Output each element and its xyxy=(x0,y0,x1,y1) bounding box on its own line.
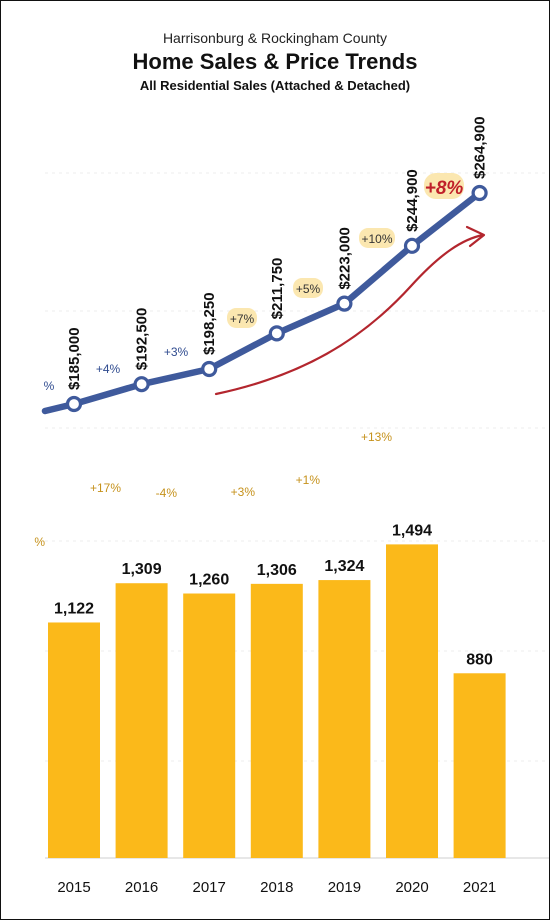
trend-arrow xyxy=(214,225,486,396)
price-change-label: +5% xyxy=(296,282,321,296)
sales-value-label: 1,324 xyxy=(324,558,364,575)
x-tick-label: 2020 xyxy=(395,879,428,896)
price-point-2019 xyxy=(336,295,353,312)
sales-bar-2015 xyxy=(48,622,100,858)
trend-arrow-head xyxy=(465,225,486,248)
price-value-label: $223,000 xyxy=(336,227,353,290)
sales-bar-2021 xyxy=(453,673,506,858)
price-point-2021 xyxy=(471,184,488,202)
chart-labels: 1,122 1,309 1,260 1,306 1,324 1,494 880% +17% -4… xyxy=(34,116,493,668)
x-tick-label: 2018 xyxy=(260,879,293,896)
price-point-2017 xyxy=(201,360,218,378)
sales-bars xyxy=(48,544,506,858)
price-change-label: +7% xyxy=(230,312,255,326)
sales-value-label: 880 xyxy=(466,651,493,668)
price-value-label: $244,900 xyxy=(404,169,421,232)
sales-change-label: +13% xyxy=(361,430,392,444)
price-point-2016 xyxy=(133,376,150,393)
x-tick-label: 2015 xyxy=(57,879,90,896)
sales-bar-2020 xyxy=(386,544,438,858)
change-highlight-blob xyxy=(424,173,464,199)
sales-bar-2017 xyxy=(183,593,236,858)
change-highlight-blob xyxy=(293,278,323,298)
price-value-label: $185,000 xyxy=(66,327,83,390)
sales-bar-2016 xyxy=(115,583,168,858)
chart-subtitle: All Residential Sales (Attached & Detach… xyxy=(139,78,411,93)
change-highlight-blob xyxy=(227,308,257,328)
price-point-2018 xyxy=(268,325,285,342)
sales-value-label: 1,494 xyxy=(392,522,432,539)
price-value-label: $192,500 xyxy=(134,308,151,371)
price-value-label: $264,900 xyxy=(472,116,489,179)
sales-value-label: 1,309 xyxy=(122,561,162,578)
price-point-2020 xyxy=(403,237,421,254)
price-change-label: +8% xyxy=(425,178,464,199)
price-value-label: $211,750 xyxy=(269,258,286,320)
sales-value-label: 1,260 xyxy=(189,572,229,589)
x-tick-label: 2016 xyxy=(125,879,158,896)
price-value-label: $198,250 xyxy=(201,292,218,355)
price-change-label: +4% xyxy=(96,362,121,376)
x-tick-label: 2019 xyxy=(328,879,361,896)
chart-title: Home Sales & Price Trends xyxy=(132,49,418,74)
price-change-label: +10% xyxy=(361,232,392,246)
sales-bar-2019 xyxy=(318,580,371,858)
change-highlight-blob xyxy=(359,228,395,248)
sales-change-label: +3% xyxy=(231,485,256,499)
price-point-2015 xyxy=(65,395,83,413)
sales-value-label: 1,306 xyxy=(257,562,297,579)
sales-change-label: +1% xyxy=(296,473,321,487)
sales-value-label: 1,122 xyxy=(54,600,94,617)
price-change-label: % xyxy=(44,379,55,393)
sales-change-label: % xyxy=(34,535,45,549)
price-line xyxy=(41,184,488,415)
chart-supertitle: Harrisonburg & Rockingham County xyxy=(162,30,388,46)
trend-arrow-line xyxy=(214,233,485,396)
price-line-path xyxy=(41,189,483,415)
sales-change-label: +17% xyxy=(90,481,121,495)
x-tick-label: 2021 xyxy=(463,879,496,896)
price-change-label: +3% xyxy=(164,345,189,359)
x-tick-label: 2017 xyxy=(193,879,226,896)
x-axis: 2015 2016 2017 2018 2019 2020 2021 xyxy=(57,879,496,896)
sales-change-label: -4% xyxy=(156,486,178,500)
sales-bar-2018 xyxy=(250,583,303,858)
